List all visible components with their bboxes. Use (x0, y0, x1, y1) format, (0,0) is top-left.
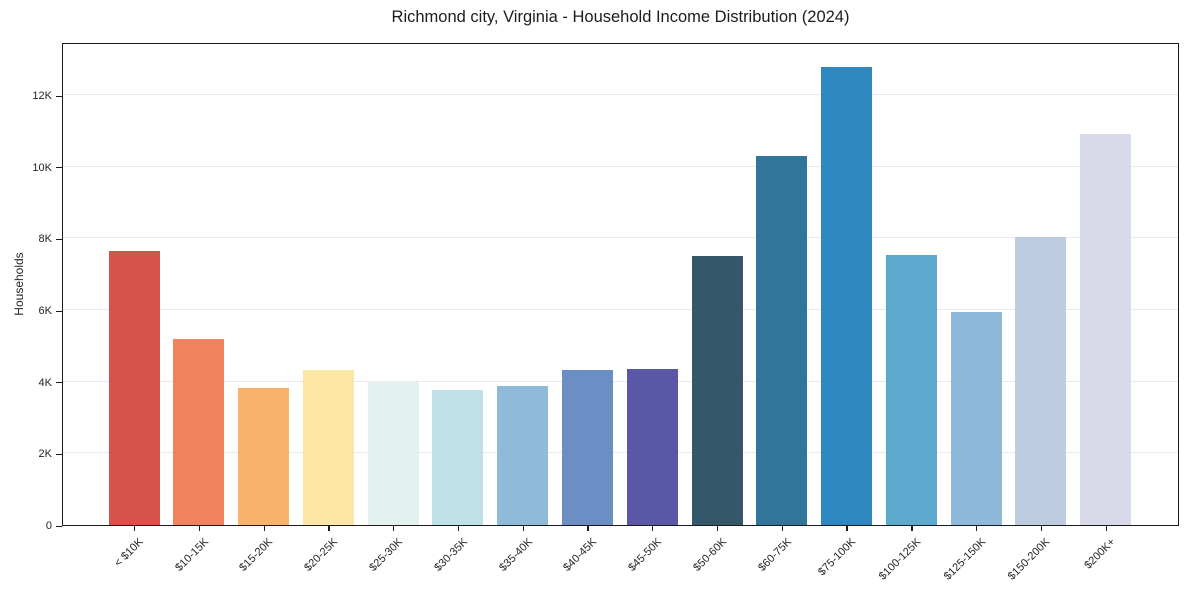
bar-6 (432, 389, 484, 525)
bar-15 (1015, 237, 1067, 525)
x-tick-label: $60-75K (755, 536, 794, 574)
y-tick-label: 12K (32, 90, 52, 103)
x-tick-label: $20-25K (302, 536, 341, 574)
x-tick-mark (328, 526, 330, 531)
gridline (63, 237, 1178, 239)
x-tick-mark (457, 526, 460, 531)
x-tick-label: < $10K (112, 536, 146, 570)
x-tick-label: $200K+ (1082, 536, 1118, 572)
x-tick-label: $15-20K (237, 536, 276, 574)
gridline (63, 309, 1178, 311)
x-tick-mark (1105, 526, 1107, 531)
bar-11 (756, 156, 808, 525)
x-tick-mark (716, 526, 719, 531)
bar-1 (108, 251, 160, 525)
x-tick-label: $45-50K (626, 536, 665, 574)
x-tick-mark (976, 526, 978, 531)
x-tick-mark (587, 526, 589, 531)
gridline (63, 380, 1178, 382)
x-tick-mark (652, 526, 654, 531)
x-tick-label: $100-125K (876, 536, 924, 583)
y-tick-mark (56, 95, 62, 97)
plot-area (62, 43, 1179, 526)
x-tick-label: $10-15K (172, 536, 211, 574)
x-tick-label: $125-150K (941, 536, 988, 583)
bar-13 (885, 254, 937, 525)
y-tick-label: 0 (45, 520, 52, 532)
y-tick-label: 2K (38, 448, 52, 461)
x-tick-mark (846, 526, 848, 531)
x-tick-mark (393, 526, 395, 531)
x-tick-label: $75-100K (816, 536, 859, 579)
y-tick-mark (56, 453, 62, 456)
x-tick-label: $40-45K (561, 536, 600, 574)
y-tick-label: 8K (38, 233, 52, 246)
bar-16 (1080, 133, 1132, 525)
x-tick-label: $25-30K (367, 536, 406, 574)
bar-5 (367, 382, 419, 525)
y-tick-mark (56, 382, 62, 384)
x-tick-mark (198, 526, 201, 531)
bar-8 (561, 369, 613, 525)
chart-title: Richmond city, Virginia - Household Inco… (391, 8, 850, 26)
x-tick-mark (522, 526, 524, 531)
bar-14 (950, 311, 1002, 525)
y-tick-label: 4K (38, 376, 52, 389)
x-tick-label: $150-200K (1006, 536, 1053, 583)
bar-12 (821, 66, 873, 525)
x-tick-label: $50-60K (691, 536, 729, 574)
x-tick-mark (263, 526, 265, 531)
x-tick-mark (781, 526, 783, 531)
y-tick-label: 10K (32, 161, 52, 174)
y-tick-mark (56, 525, 62, 527)
x-tick-mark (134, 526, 136, 531)
bar-3 (238, 387, 290, 525)
bar-7 (497, 385, 549, 525)
x-tick-label: $35-40K (496, 536, 535, 574)
x-tick-label: $30-35K (431, 536, 470, 574)
y-tick-mark (56, 167, 62, 169)
y-tick-mark (56, 310, 62, 312)
bar-2 (173, 339, 225, 525)
bar-9 (626, 368, 678, 525)
y-tick-mark (56, 238, 62, 241)
gridline (63, 452, 1178, 454)
x-tick-mark (1040, 526, 1043, 531)
bar-10 (691, 256, 743, 525)
gridline (63, 165, 1178, 167)
gridline (63, 94, 1178, 96)
y-tick-label: 6K (38, 305, 52, 317)
x-tick-mark (911, 526, 913, 531)
bar-4 (302, 369, 354, 525)
